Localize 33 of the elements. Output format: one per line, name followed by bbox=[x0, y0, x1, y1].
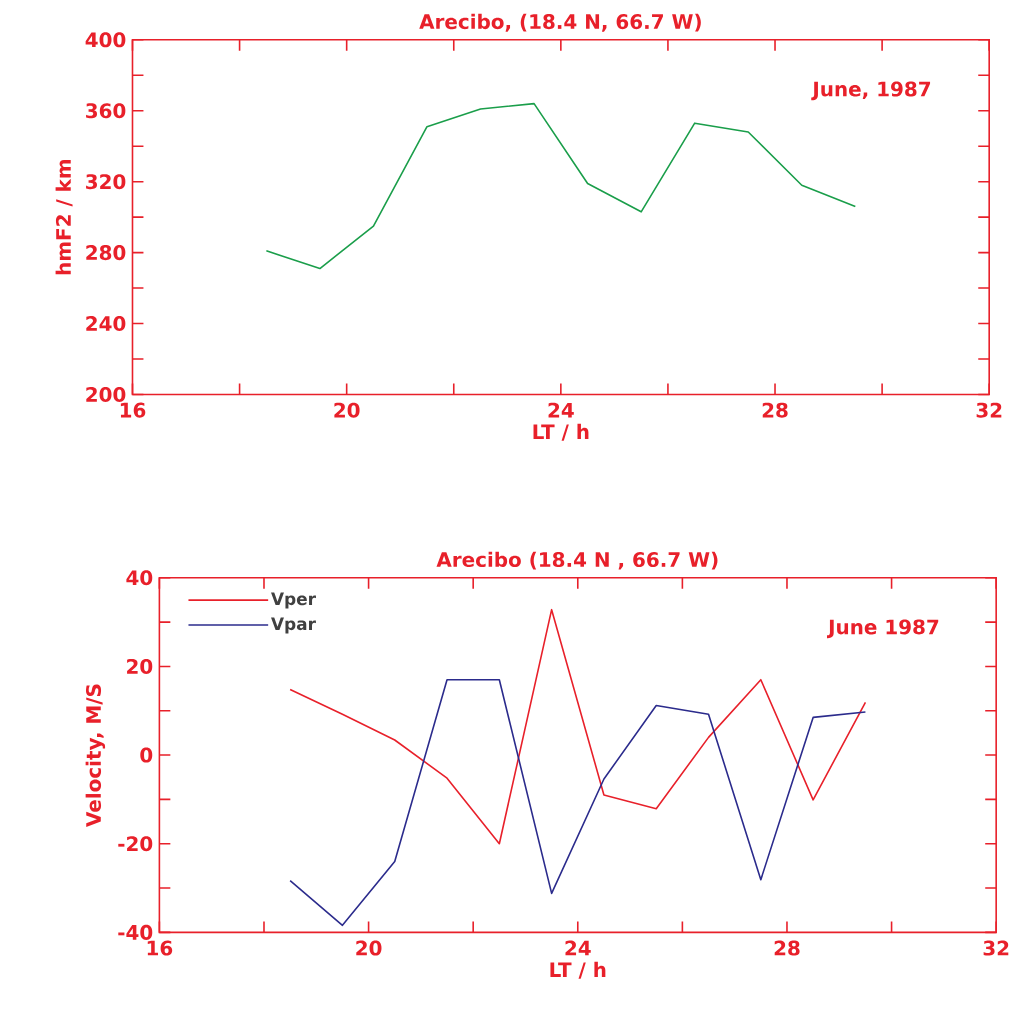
annotation: June, 1987 bbox=[811, 81, 931, 101]
x-axis-title: LT / h bbox=[550, 961, 606, 979]
x-tick-label: 16 bbox=[147, 940, 173, 956]
y-axis-title: Velocity, M/S bbox=[85, 684, 106, 827]
y-tick-label: 400 bbox=[85, 32, 126, 48]
x-tick-label: 32 bbox=[976, 402, 1002, 418]
y-tick-label: -40 bbox=[118, 924, 153, 940]
x-tick-label: 16 bbox=[120, 402, 146, 418]
y-tick-label: 40 bbox=[126, 570, 153, 586]
legend-label: Vpar bbox=[271, 617, 316, 634]
x-axis-title: LT / h bbox=[533, 423, 589, 441]
x-tick-label: 28 bbox=[774, 940, 800, 956]
y-tick-label: 200 bbox=[86, 386, 126, 402]
y-tick-label: 240 bbox=[86, 315, 126, 332]
y-tick-label: 20 bbox=[127, 658, 153, 674]
y-tick-label: 360 bbox=[86, 103, 126, 119]
x-tick-label: 20 bbox=[356, 940, 382, 956]
line-series bbox=[265, 102, 857, 270]
legend-label: Vper bbox=[271, 592, 316, 609]
y-axis-title: hmF2 / km bbox=[55, 159, 73, 275]
y-tick-label: 0 bbox=[140, 747, 153, 763]
chart-title: Arecibo, (18.4 N, 66.7 W) bbox=[419, 13, 701, 32]
y-tick-label: 280 bbox=[86, 245, 126, 261]
x-tick-label: 20 bbox=[334, 402, 360, 418]
line-series bbox=[289, 678, 867, 927]
x-tick-label: 24 bbox=[565, 940, 591, 956]
x-tick-label: 32 bbox=[983, 940, 1009, 956]
annotation: June 1987 bbox=[826, 619, 939, 639]
chart-title: Arecibo (18.4 N , 66.7 W) bbox=[436, 551, 718, 570]
y-tick-label: -20 bbox=[118, 836, 153, 852]
y-tick-label: 320 bbox=[86, 174, 126, 190]
x-tick-label: 24 bbox=[548, 402, 574, 418]
x-tick-label: 28 bbox=[762, 402, 788, 418]
